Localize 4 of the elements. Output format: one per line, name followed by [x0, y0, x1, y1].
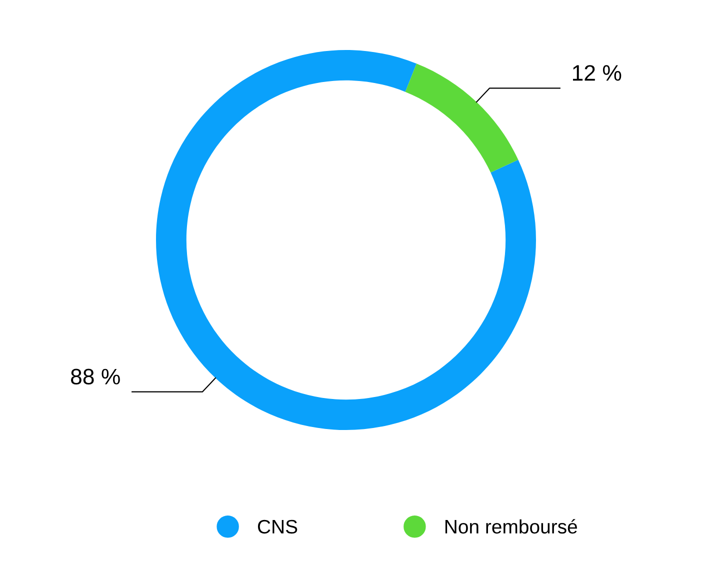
- data-label: 88 %: [71, 368, 120, 385]
- legend-label: CNS: [258, 520, 298, 534]
- data-label: 12 %: [572, 65, 622, 81]
- legend-label: Non remboursé: [445, 519, 578, 534]
